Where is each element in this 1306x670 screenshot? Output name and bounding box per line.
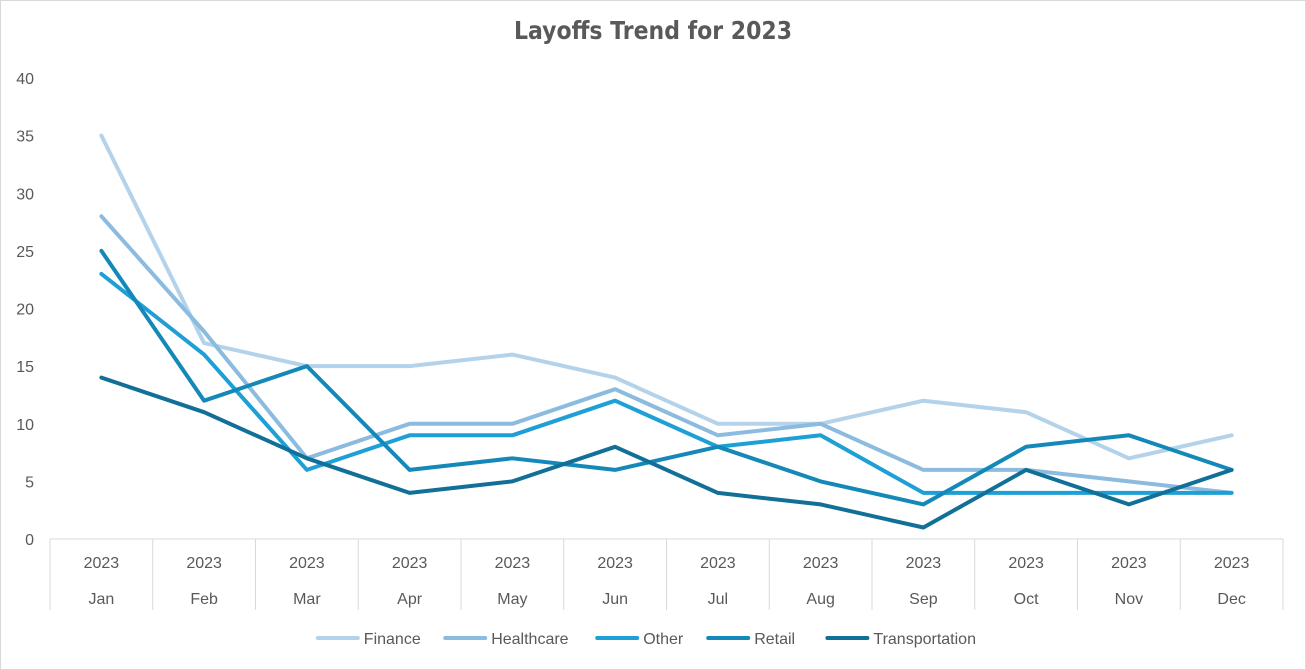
legend: Finance Healthcare Other Retail Transportati…	[315, 631, 976, 648]
y-tick-label: 15	[16, 359, 34, 376]
series-line-transportation	[99, 375, 1234, 530]
legend-label-transportation: Transportation	[873, 631, 976, 648]
x-axis: 2023 Jan 2023 Feb 2023 Mar 2023 Apr 2023 May 2023 J…	[49, 538, 1284, 610]
y-tick-label: 10	[16, 417, 34, 434]
x-tick-month: Apr	[397, 591, 423, 608]
x-tick-year: 2023	[1008, 555, 1044, 572]
chart-title: Layoffs Trend for 2023	[513, 16, 793, 45]
x-tick-year: 2023	[289, 555, 325, 572]
x-tick-month: Mar	[293, 591, 321, 608]
y-tick-label: 40	[16, 71, 34, 88]
x-tick-year: 2023	[1111, 555, 1147, 572]
x-tick-month: Oct	[1014, 591, 1039, 608]
x-tick-year: 2023	[906, 555, 942, 572]
series-line-retail	[99, 248, 1234, 507]
x-tick-month: Jun	[602, 591, 628, 608]
plot-area	[99, 133, 1234, 530]
x-tick-year: 2023	[700, 555, 736, 572]
y-tick-label: 0	[25, 532, 34, 549]
x-tick-year: 2023	[84, 555, 120, 572]
y-tick-label: 30	[16, 186, 34, 203]
x-tick-month: May	[497, 591, 527, 608]
y-tick-label: 20	[16, 302, 34, 319]
y-axis: 0 5 10 15 20 25 30 35 40	[16, 71, 34, 549]
x-tick-month: Jan	[88, 591, 114, 608]
legend-label-retail: Retail	[754, 631, 795, 648]
y-tick-label: 25	[16, 244, 34, 261]
legend-label-healthcare: Healthcare	[491, 631, 568, 648]
x-tick-year: 2023	[803, 555, 839, 572]
x-tick-year: 2023	[597, 555, 633, 572]
x-tick-year: 2023	[495, 555, 531, 572]
x-tick-month: Aug	[806, 591, 834, 608]
x-tick-year: 2023	[392, 555, 428, 572]
x-tick-month: Sep	[909, 591, 938, 608]
x-tick-month: Feb	[190, 591, 218, 608]
x-tick-month: Jul	[708, 591, 728, 608]
y-tick-label: 35	[16, 129, 34, 146]
legend-label-finance: Finance	[364, 631, 421, 648]
series-line-finance	[99, 133, 1234, 461]
x-tick-year: 2023	[186, 555, 222, 572]
y-tick-label: 5	[25, 474, 34, 491]
legend-label-other: Other	[643, 631, 684, 648]
x-tick-year: 2023	[1214, 555, 1250, 572]
x-tick-month: Dec	[1217, 591, 1245, 608]
series-line-healthcare	[99, 214, 1234, 495]
x-tick-month: Nov	[1115, 591, 1143, 608]
